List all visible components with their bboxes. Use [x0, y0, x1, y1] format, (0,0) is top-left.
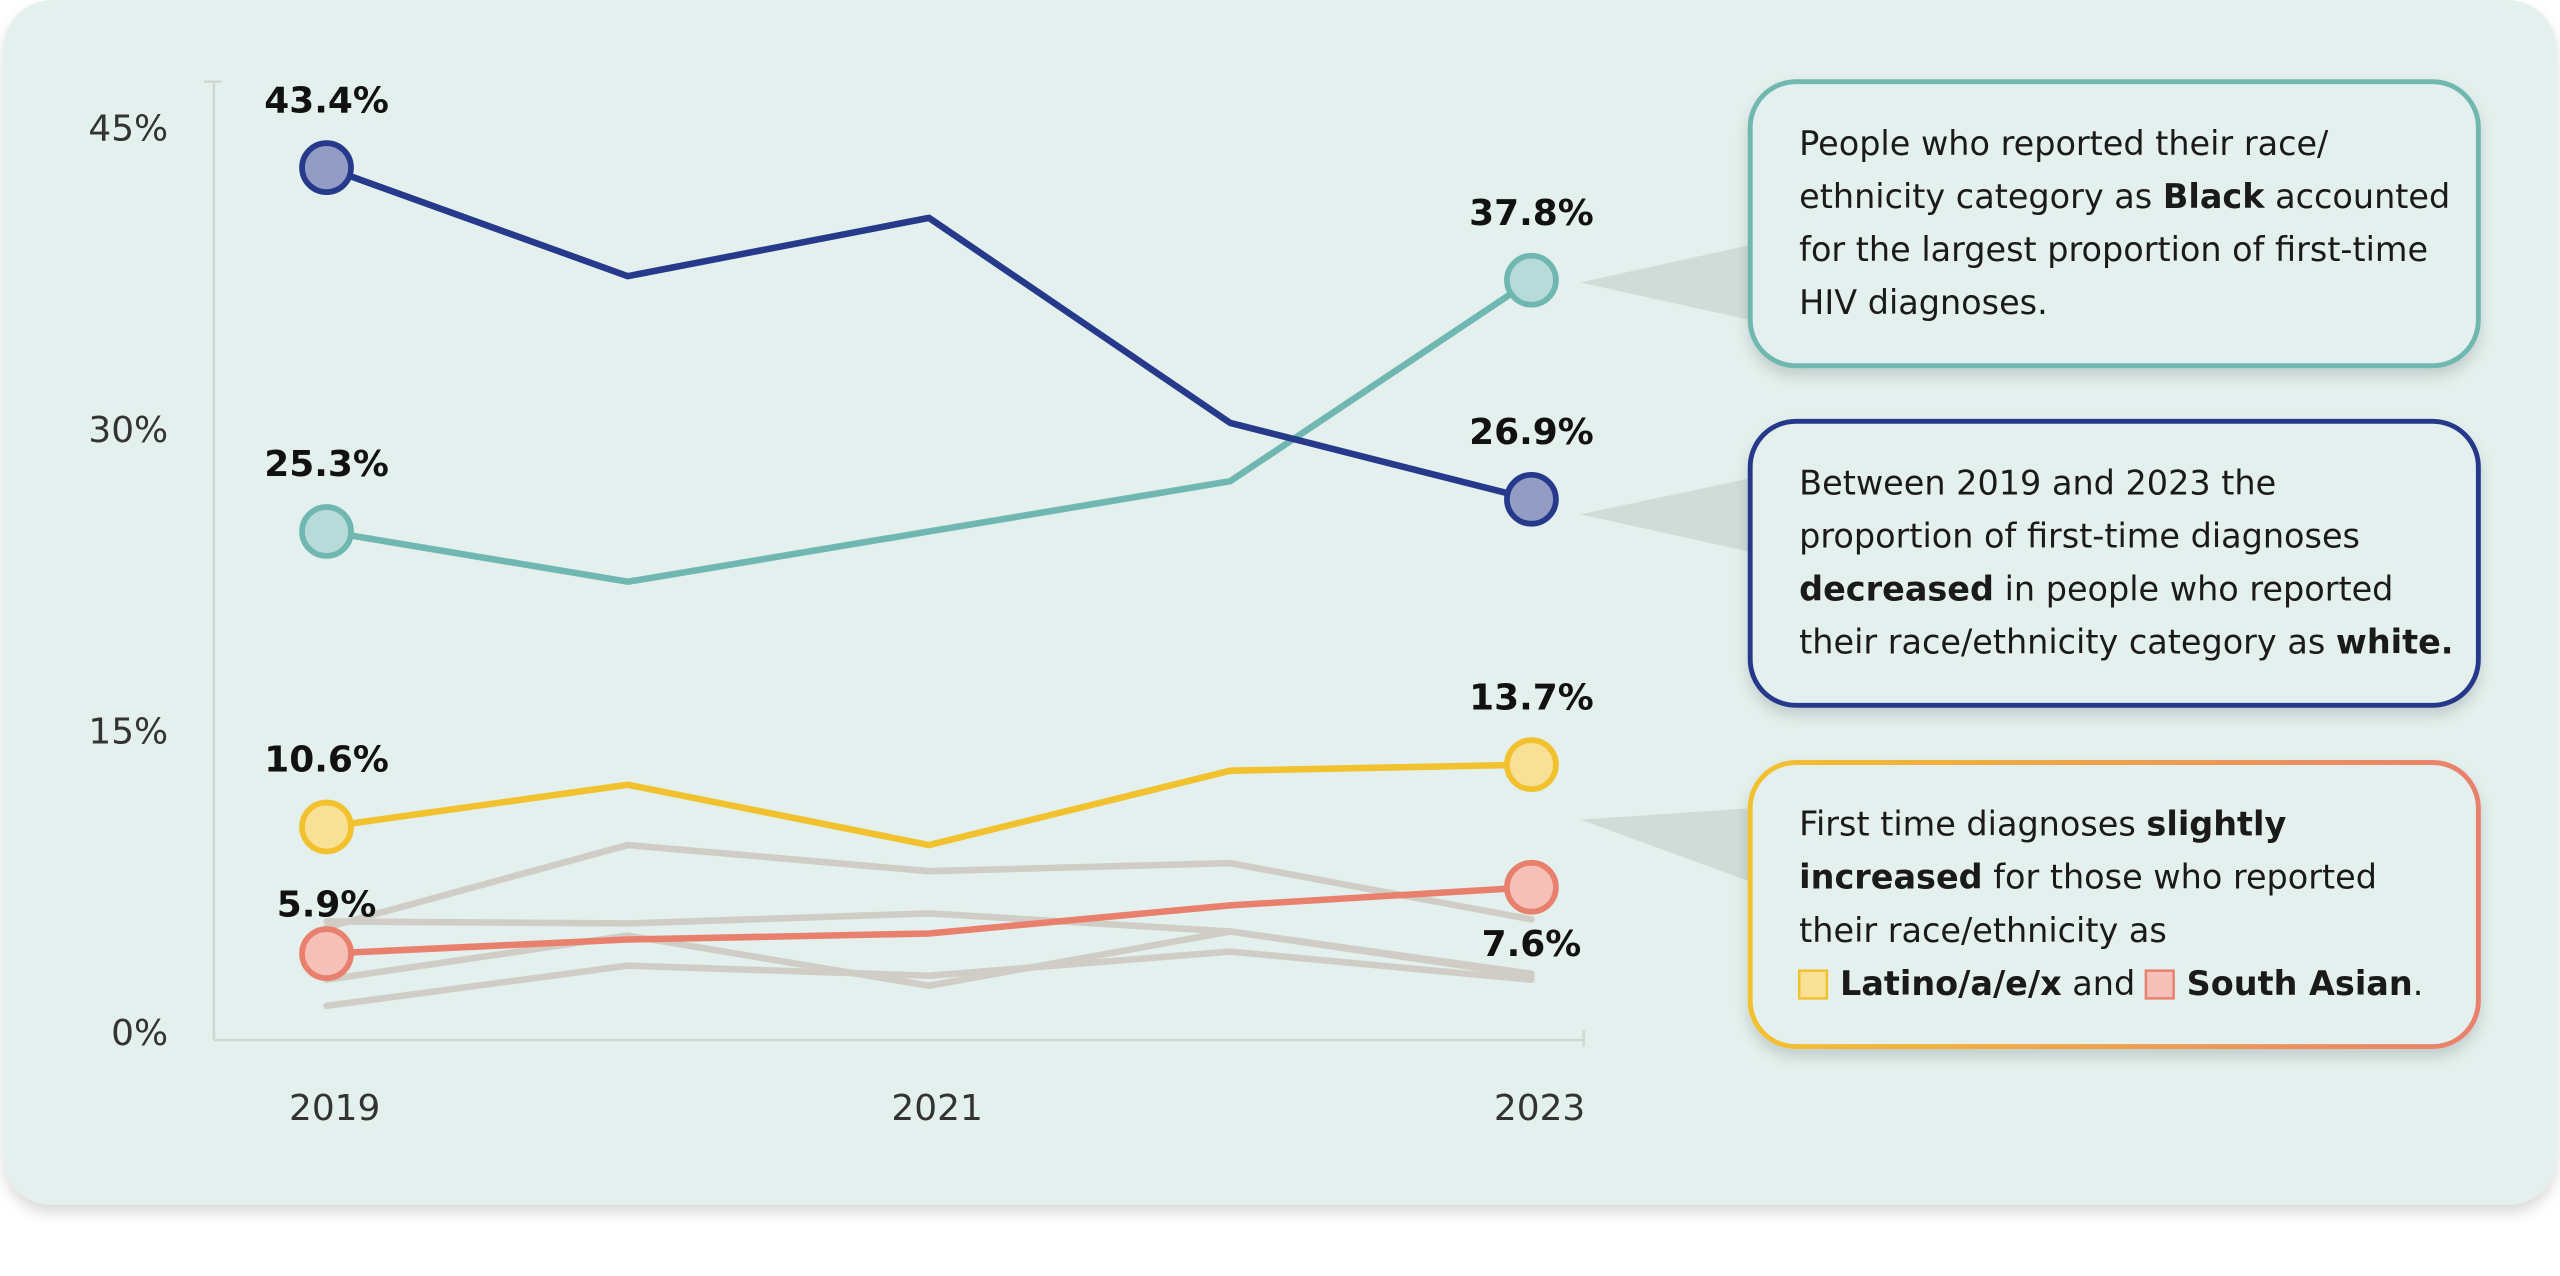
callout-text: South Asian	[2187, 964, 2413, 1003]
point-marker	[1504, 859, 1559, 915]
y-tick-label: 30%	[88, 410, 168, 451]
point-marker	[1504, 737, 1559, 792]
value-label: 5.9%	[277, 885, 377, 926]
callout-text: People who reported their race/	[1799, 124, 2329, 163]
x-tick-label: 2021	[891, 1088, 982, 1129]
callout-text: Between 2019 and 2023 the	[1799, 463, 2276, 502]
legend-swatch	[1797, 969, 1829, 1000]
callout-text: decreased	[1799, 570, 1994, 609]
callout-text: Latino/a/e/x	[1840, 964, 2062, 1003]
x-tick-label: 2019	[289, 1088, 380, 1129]
value-label: 26.9%	[1469, 412, 1594, 453]
callout-text: .	[2413, 964, 2424, 1003]
series-line	[323, 910, 1535, 977]
value-label: 7.6%	[1482, 924, 1582, 965]
point-marker	[1504, 471, 1559, 527]
callout-text: HIV diagnoses.	[1799, 283, 2048, 322]
value-label: 25.3%	[264, 444, 389, 485]
callout-text: and	[2062, 964, 2146, 1003]
y-tick-label: 45%	[88, 109, 168, 150]
callout-text: in people who reported	[1994, 570, 2393, 609]
value-label: 43.4%	[264, 80, 389, 121]
callout-text: proportion of first-time diagnoses	[1799, 517, 2360, 556]
point-marker	[299, 799, 354, 855]
callout-text: their race/ethnicity as	[1799, 911, 2167, 950]
point-marker	[1504, 252, 1559, 308]
legend-swatch	[2144, 969, 2175, 1000]
value-label: 37.8%	[1469, 193, 1594, 234]
value-label: 10.6%	[264, 740, 389, 781]
series-line	[323, 164, 1535, 503]
series-line	[323, 841, 1535, 931]
series-line	[323, 883, 1535, 957]
callout-text: accounted	[2264, 177, 2450, 216]
series-line	[323, 276, 1535, 585]
callout-text: for the largest proportion of first-time	[1799, 230, 2428, 269]
pointer	[1580, 478, 1751, 552]
callout-box	[1747, 418, 2481, 708]
point-marker	[299, 140, 354, 195]
callout-text: increased	[1799, 858, 1982, 897]
callout-text: slightly	[2146, 805, 2286, 844]
callout-box	[1747, 760, 2481, 1050]
series-line	[323, 761, 1535, 849]
callout-text: Black	[2163, 177, 2265, 216]
callout-text: ethnicity category as	[1799, 177, 2163, 216]
callout-text: white.	[2336, 623, 2454, 662]
callout-text: First time diagnoses	[1799, 805, 2146, 844]
series-line	[323, 948, 1535, 1010]
y-tick-label: 0%	[111, 1013, 168, 1054]
y-tick-label: 15%	[88, 712, 168, 753]
callout-text: their race/ethnicity category as	[1799, 623, 2336, 662]
point-marker	[299, 926, 354, 981]
callout-text: for those who reported	[1983, 858, 2377, 897]
callout-box	[1747, 79, 2481, 369]
point-marker	[299, 504, 354, 559]
x-tick-label: 2023	[1494, 1088, 1585, 1129]
value-label: 13.7%	[1469, 677, 1594, 718]
pointer	[1580, 808, 1751, 882]
pointer	[1580, 244, 1751, 321]
